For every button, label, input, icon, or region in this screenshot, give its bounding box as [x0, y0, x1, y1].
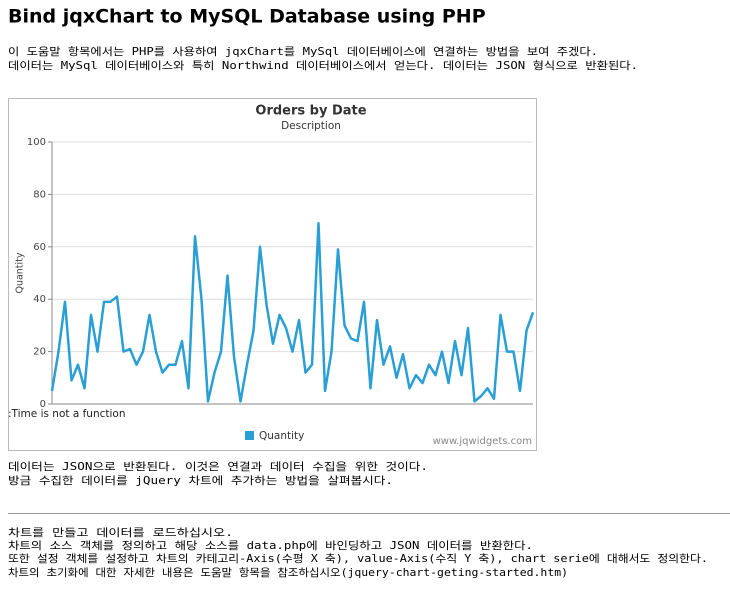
y-axis-label: Quantity [15, 252, 26, 293]
paragraph: 차트의 초기화에 대한 자세한 내용은 도움말 항목을 참조하십시오(jquer… [8, 566, 568, 579]
y-tick-label: 80 [33, 189, 46, 200]
watermark: www.jqwidgets.com [433, 436, 532, 447]
paragraph: 이 도움말 항목에서는 PHP를 사용하여 jqxChart를 MySql 데이… [8, 45, 598, 58]
paragraph: 방금 수집한 데이터를 jQuery 차트에 추가하는 방법을 살펴봅시다. [8, 474, 393, 487]
chart-subtitle: Description [281, 120, 341, 132]
page-title: Bind jqxChart to MySQL Database using PH… [8, 6, 486, 28]
data-line [50, 221, 535, 403]
y-tick-label: 60 [33, 242, 46, 253]
y-tick-label: 0 [40, 399, 46, 410]
chart-title: Orders by Date [255, 104, 366, 119]
legend-swatch [245, 431, 254, 440]
paragraph: 데이터는 MySql 데이터베이스와 특히 Northwind 데이터베이스에서… [8, 60, 638, 72]
y-tick-label: 40 [33, 294, 46, 305]
y-tick-label: 100 [27, 137, 46, 148]
paragraph: 차트의 소스 객체를 정의하고 해당 소스를 data.php에 바인딩하고 J… [8, 539, 533, 552]
y-tick-label: 20 [33, 347, 46, 358]
paragraph: 데이터는 JSON으로 반환된다. 이것은 연결과 데이터 수집을 위한 것이다… [8, 460, 428, 473]
error-text: :Time is not a function [8, 408, 126, 420]
paragraph: 또한 설정 객체를 설정하고 차트의 카테고리-Axis(수평 X 축), va… [8, 552, 708, 565]
chart-frame [8, 98, 537, 451]
paragraph: 차트를 만들고 데이터를 로드하십시오. [8, 526, 233, 539]
legend-label: Quantity [259, 430, 304, 442]
